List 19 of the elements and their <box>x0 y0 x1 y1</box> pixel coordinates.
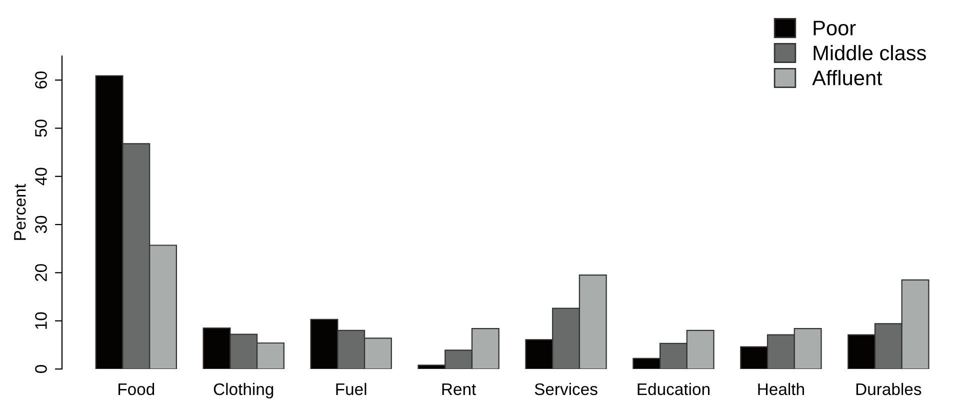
x-tick-label: Education <box>638 382 710 396</box>
y-tick-label: 40 <box>35 168 47 186</box>
x-tick-label: Health <box>758 382 804 396</box>
x-tick-label: Food <box>118 382 154 396</box>
y-tick-label: 50 <box>35 120 47 137</box>
y-tick-label: 10 <box>35 312 47 329</box>
y-tick-label: 60 <box>35 71 47 88</box>
y-tick-label: 30 <box>35 216 47 234</box>
legend-label: Middle class <box>814 45 926 60</box>
y-axis-title: Percent <box>14 184 26 240</box>
y-tick-label: 20 <box>35 264 47 282</box>
x-tick-label: Rent <box>442 384 476 396</box>
legend-label: Affluent <box>812 70 882 86</box>
y-tick-label: 0 <box>35 365 47 373</box>
x-tick-label: Clothing <box>214 382 274 398</box>
x-tick-label: Services <box>534 382 598 396</box>
x-tick-label: Fuel <box>336 382 366 396</box>
legend-label: Poor <box>814 20 856 36</box>
x-tick-label: Durables <box>856 382 922 396</box>
